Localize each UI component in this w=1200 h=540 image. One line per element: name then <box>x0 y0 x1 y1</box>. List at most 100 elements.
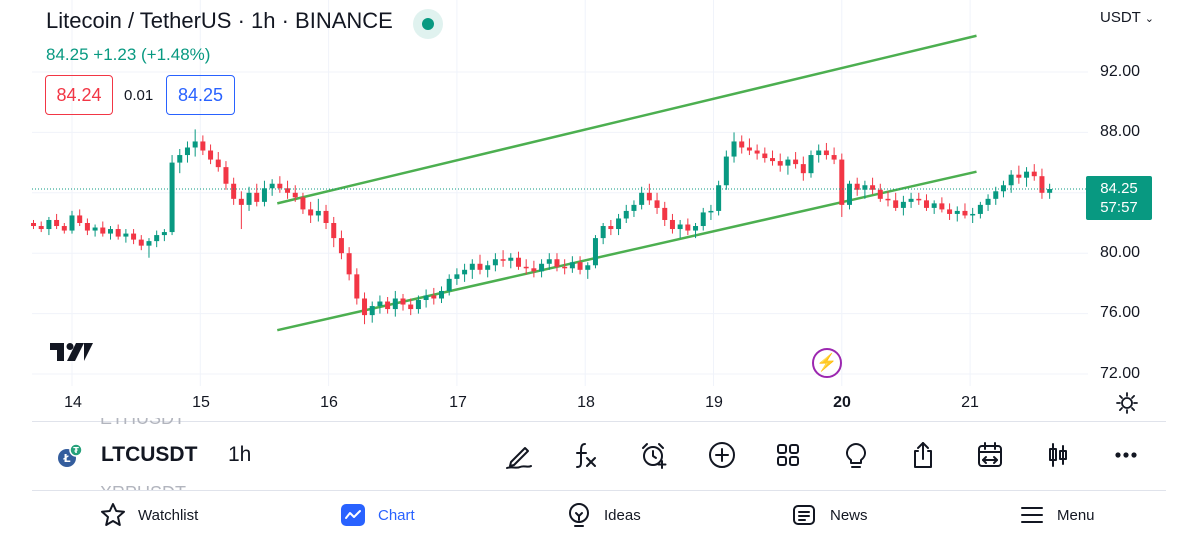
candle-body <box>785 159 791 166</box>
candle-body <box>900 201 906 208</box>
share-icon <box>914 442 932 468</box>
candle <box>816 144 822 163</box>
more-button[interactable] <box>1108 438 1144 472</box>
candle <box>338 230 344 260</box>
candle-body <box>939 203 945 210</box>
candle-body <box>693 226 699 231</box>
candle-body <box>423 295 429 301</box>
nav-news[interactable]: News <box>792 500 868 530</box>
candle <box>192 129 198 157</box>
drawing-tools-button[interactable] <box>501 438 537 472</box>
candle <box>115 224 121 240</box>
candle <box>423 289 429 308</box>
candle-body <box>893 200 899 208</box>
add-symbol-button[interactable] <box>704 438 740 472</box>
trend-line[interactable] <box>276 34 977 205</box>
candle-body <box>777 161 783 166</box>
candle-body <box>823 150 829 156</box>
candle <box>1016 165 1022 184</box>
candle-body <box>377 301 383 307</box>
candle <box>893 192 899 211</box>
chart-type-button[interactable] <box>1040 438 1076 472</box>
sell-price-button[interactable]: 84.24 <box>45 75 113 115</box>
price-axis-label: 80.00 <box>1100 244 1141 261</box>
market-open-indicator[interactable] <box>413 9 443 39</box>
candle-body <box>977 204 983 214</box>
chart-title[interactable]: Litecoin / TetherUS · 1h · BINANCE <box>46 8 393 33</box>
candle <box>54 213 60 230</box>
candle-body <box>215 159 221 168</box>
previous-symbol[interactable]: ETHUSDT <box>100 418 185 428</box>
candle-body <box>523 266 529 269</box>
candle-body <box>762 153 768 159</box>
share-button[interactable] <box>905 438 941 472</box>
candle-body <box>1016 174 1022 178</box>
candle <box>346 247 352 281</box>
candle <box>793 152 799 169</box>
alert-button[interactable] <box>636 438 672 472</box>
trend-channel[interactable] <box>276 34 977 332</box>
candle-body <box>261 188 267 202</box>
buy-price-button[interactable]: 84.25 <box>166 75 235 115</box>
alert-icon <box>642 443 667 469</box>
candle <box>808 150 814 178</box>
candle-body <box>292 192 298 198</box>
candle-body <box>439 290 445 299</box>
candle <box>300 192 306 214</box>
ideas-button[interactable] <box>838 438 874 472</box>
candle <box>862 180 868 199</box>
candle <box>254 183 260 207</box>
next-symbol[interactable]: XRPUSDT <box>100 478 186 490</box>
candle-body <box>646 192 652 201</box>
candle <box>61 223 67 234</box>
candle-body <box>285 188 291 193</box>
nav-menu[interactable]: Menu <box>1019 500 1095 530</box>
indicators-button[interactable] <box>568 438 604 472</box>
candle-body <box>908 198 914 202</box>
candle-body <box>816 150 822 156</box>
nav-watchlist[interactable]: Watchlist <box>100 500 198 530</box>
candle-body <box>31 223 37 227</box>
candle <box>939 197 945 213</box>
candle-body <box>192 141 198 148</box>
candle <box>770 150 776 166</box>
candle-body <box>846 183 852 205</box>
candle-body <box>300 197 306 210</box>
nav-ideas[interactable]: Ideas <box>566 500 641 530</box>
layouts-button[interactable] <box>770 438 806 472</box>
replay-button[interactable] <box>972 438 1008 472</box>
candle-body <box>954 210 960 214</box>
candle <box>462 263 468 282</box>
settings-gear-icon[interactable] <box>1116 392 1138 414</box>
candle <box>654 192 660 214</box>
currency-selector[interactable]: USDT ⌄ <box>1100 9 1154 26</box>
candle-body <box>839 159 845 205</box>
candle <box>400 293 406 311</box>
candle-body <box>654 200 660 208</box>
candle <box>184 141 190 163</box>
nav-chart[interactable]: Chart <box>340 500 415 530</box>
candle <box>492 253 498 272</box>
candle-body <box>231 183 237 199</box>
trend-line[interactable] <box>277 170 977 332</box>
candle <box>362 292 368 325</box>
candle-body <box>154 235 160 242</box>
symbol-name[interactable]: LTCUSDT <box>101 443 198 466</box>
candle-body <box>61 226 67 231</box>
candle-body <box>146 241 152 246</box>
candle <box>238 191 244 230</box>
interval-selector[interactable]: 1h <box>228 443 252 466</box>
candle-body <box>208 150 214 160</box>
candle-body <box>408 304 414 310</box>
news-icon <box>793 505 815 525</box>
flash-icon[interactable]: ⚡ <box>812 348 842 378</box>
candle-body <box>238 198 244 205</box>
candle <box>970 207 976 223</box>
spread-value: 0.01 <box>124 87 154 104</box>
candle <box>731 132 737 163</box>
candle <box>408 298 414 316</box>
candle-body <box>254 192 260 202</box>
tradingview-logo-icon[interactable] <box>50 341 94 363</box>
time-axis-label: 18 <box>577 394 595 411</box>
